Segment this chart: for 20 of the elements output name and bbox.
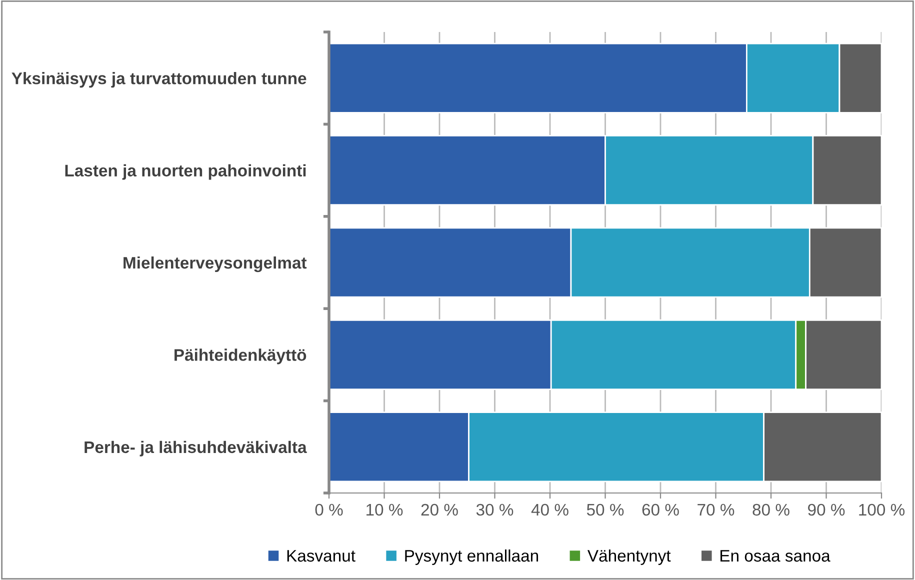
x-tick-label: 40 %: [531, 504, 568, 516]
y-tick-label: Yksinäisyys ja turvattomuuden tunne: [12, 72, 306, 88]
x-tick-label: 90 %: [808, 504, 845, 516]
x-tick-label: 60 %: [642, 504, 679, 516]
x-tick-label: 100 %: [859, 504, 905, 516]
y-tick-label: Perhe- ja lähisuhdeväkivalta: [84, 440, 307, 456]
legend-label: Kasvanut: [287, 550, 356, 562]
y-tick-label: Mielenterveysongelmat: [124, 256, 307, 272]
x-tick-label: 30 %: [476, 504, 514, 516]
x-tick-label: 70 %: [698, 504, 734, 516]
legend-label: Pysynyt ennallaan: [405, 549, 538, 565]
y-tick-label: Lasten ja nuorten pahoinvointi: [65, 164, 306, 180]
x-tick-label: 20 %: [421, 504, 458, 516]
x-tick-label: 10 %: [366, 504, 403, 516]
legend-label: En osaa sanoa: [720, 550, 830, 562]
x-tick-label: 80 %: [752, 504, 790, 516]
x-tick-label: 50 %: [586, 504, 624, 516]
y-tick-label: Päihteidenkäyttö: [174, 348, 306, 364]
x-tick-label: 0 %: [315, 504, 343, 516]
legend-label: Vähentynyt: [587, 549, 671, 565]
